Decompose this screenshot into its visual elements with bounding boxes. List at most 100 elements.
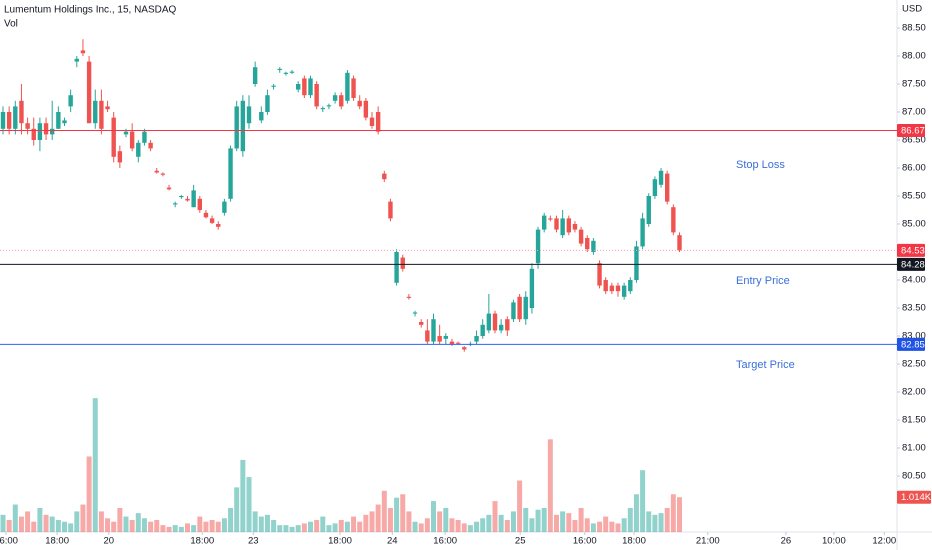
volume-bar (154, 519, 160, 532)
candle-body (209, 218, 215, 223)
y-tick-label: 88.50 (902, 23, 926, 34)
candle-body (50, 128, 55, 135)
volume-bar (258, 516, 264, 532)
volume-bar (18, 516, 24, 532)
volume-bar (621, 518, 627, 532)
candle-body (68, 95, 73, 107)
volume-bar (560, 511, 566, 532)
volume-bar (640, 470, 646, 532)
y-tick-label: 83.00 (902, 331, 926, 342)
candle-body (142, 131, 147, 143)
candle-body (486, 313, 492, 331)
volume-bar (135, 513, 141, 532)
volume-bar (246, 477, 252, 532)
volume-bar (517, 480, 523, 532)
candle-body (449, 341, 455, 345)
x-tick-label: 26 (781, 536, 792, 547)
candle-body (203, 212, 209, 218)
volume-bar (658, 513, 664, 532)
volume-bar (117, 507, 123, 532)
candle-body (658, 170, 664, 185)
y-tick-label: 83.50 (902, 303, 926, 314)
candle-body (111, 117, 116, 157)
x-tick-label: 24 (387, 536, 398, 547)
candle-body (277, 68, 282, 70)
volume-bar (283, 525, 289, 532)
volume-bar (31, 521, 37, 532)
candle-body (191, 190, 196, 208)
volume-bar (535, 509, 541, 532)
level-tag (897, 123, 925, 137)
volume-bar (68, 523, 74, 532)
volume-bar (652, 514, 658, 532)
volume-bar (609, 521, 615, 532)
y-tick-label: 85.50 (902, 191, 926, 202)
volume-bar (646, 511, 652, 532)
volume-bar (627, 507, 633, 532)
candle-body (289, 71, 295, 73)
volume-bar (271, 519, 277, 532)
volume-bar (332, 523, 338, 532)
volume-bar (504, 519, 510, 532)
volume-tag-label: 1.014K (901, 492, 932, 503)
volume-bar (351, 516, 357, 532)
candle-body (166, 187, 172, 190)
level-tag-label: 84.53 (901, 245, 925, 256)
volume-bar (590, 523, 596, 532)
candle-body (425, 330, 430, 342)
volume-bar (148, 521, 154, 532)
candle-body (554, 218, 559, 230)
candle-body (597, 263, 602, 286)
volume-bar (418, 523, 424, 532)
candle-body (320, 108, 325, 110)
candle-body (419, 322, 424, 325)
volume-bar (228, 507, 234, 532)
volume-bar (381, 490, 387, 532)
candle-body (566, 218, 571, 233)
candle-body (302, 78, 307, 96)
volume-bar (141, 518, 147, 532)
volume-bar (603, 516, 609, 532)
candle-body (351, 78, 356, 98)
candle-body (129, 131, 135, 149)
volume-bar (6, 519, 12, 532)
volume-bar (412, 521, 418, 532)
candle-body (677, 235, 682, 251)
candle-body (123, 131, 129, 135)
candle-body (621, 285, 627, 297)
x-tick-label: 18:00 (328, 536, 352, 547)
level-tag (897, 257, 925, 271)
volume-bar (670, 494, 676, 532)
volume-bar (357, 521, 363, 532)
volume-bar (185, 523, 190, 532)
level-tag (897, 337, 925, 351)
volume-bar (92, 398, 98, 532)
level-tag-label: 82.85 (901, 339, 925, 350)
volume-bar (178, 526, 184, 532)
candle-body (326, 105, 332, 107)
candle-body (117, 151, 123, 163)
volume-bar (86, 456, 92, 532)
candle-body (179, 196, 184, 198)
y-tick-label: 86.00 (902, 163, 926, 174)
y-tick-label: 80.50 (902, 471, 926, 482)
candle-body (339, 95, 344, 107)
level-note: Target Price (736, 359, 795, 371)
volume-bar (160, 525, 166, 532)
candle-body (652, 179, 658, 196)
volume-bar (369, 511, 375, 532)
candle-body (517, 296, 522, 320)
volume-bar (314, 519, 320, 532)
candle-body (523, 296, 528, 320)
x-tick-label: 10:00 (822, 536, 846, 547)
candle-body (388, 201, 393, 219)
chart-title: Lumentum Holdings Inc., 15, NASDAQ (4, 5, 177, 16)
candle-body (345, 72, 350, 101)
x-tick-label: 21:00 (696, 536, 720, 547)
x-tick-label: 16:00 (573, 536, 597, 547)
volume-bar (0, 514, 6, 532)
volume-bar (209, 519, 215, 532)
candle-body (591, 240, 596, 252)
